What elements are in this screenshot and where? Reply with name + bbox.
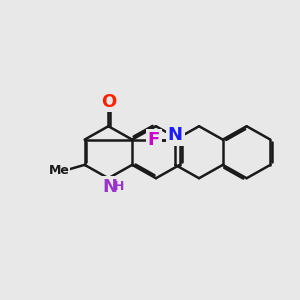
Text: N: N <box>102 178 117 196</box>
Text: Me: Me <box>49 164 70 177</box>
Text: F: F <box>148 130 160 148</box>
Text: O: O <box>101 93 116 111</box>
Text: H: H <box>114 180 124 193</box>
Text: N: N <box>168 126 183 144</box>
